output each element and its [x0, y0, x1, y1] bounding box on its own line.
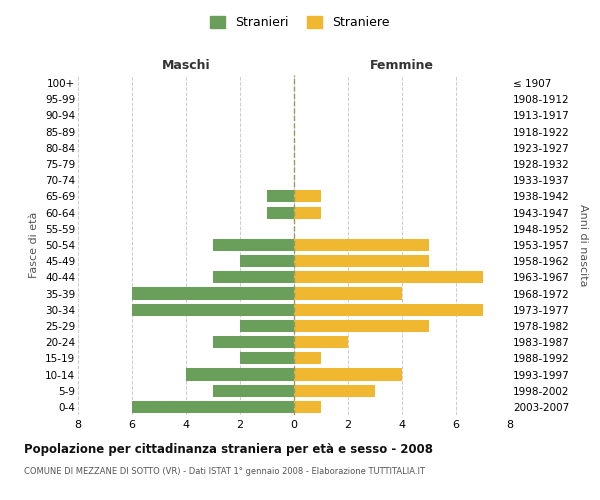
Bar: [213, 239, 294, 251]
Bar: [213, 272, 294, 283]
Bar: [267, 206, 294, 218]
Bar: [294, 206, 321, 218]
Bar: [294, 190, 321, 202]
Bar: [213, 336, 294, 348]
Bar: [294, 272, 483, 283]
Bar: [294, 368, 402, 380]
Bar: [294, 288, 402, 300]
Bar: [294, 336, 348, 348]
Bar: [294, 320, 429, 332]
Bar: [294, 239, 429, 251]
Bar: [240, 320, 294, 332]
Bar: [294, 255, 429, 268]
Text: Popolazione per cittadinanza straniera per età e sesso - 2008: Popolazione per cittadinanza straniera p…: [24, 442, 433, 456]
Bar: [132, 288, 294, 300]
Y-axis label: Fasce di età: Fasce di età: [29, 212, 40, 278]
Bar: [267, 190, 294, 202]
Bar: [132, 304, 294, 316]
Bar: [294, 352, 321, 364]
Bar: [186, 368, 294, 380]
Legend: Stranieri, Straniere: Stranieri, Straniere: [205, 11, 395, 34]
Bar: [294, 384, 375, 397]
Bar: [240, 255, 294, 268]
Bar: [294, 304, 483, 316]
Bar: [213, 384, 294, 397]
Bar: [132, 401, 294, 413]
Bar: [294, 401, 321, 413]
Text: COMUNE DI MEZZANE DI SOTTO (VR) - Dati ISTAT 1° gennaio 2008 - Elaborazione TUTT: COMUNE DI MEZZANE DI SOTTO (VR) - Dati I…: [24, 468, 425, 476]
Bar: [240, 352, 294, 364]
Y-axis label: Anni di nascita: Anni di nascita: [578, 204, 588, 286]
Text: Femmine: Femmine: [370, 59, 434, 72]
Text: Maschi: Maschi: [161, 59, 211, 72]
